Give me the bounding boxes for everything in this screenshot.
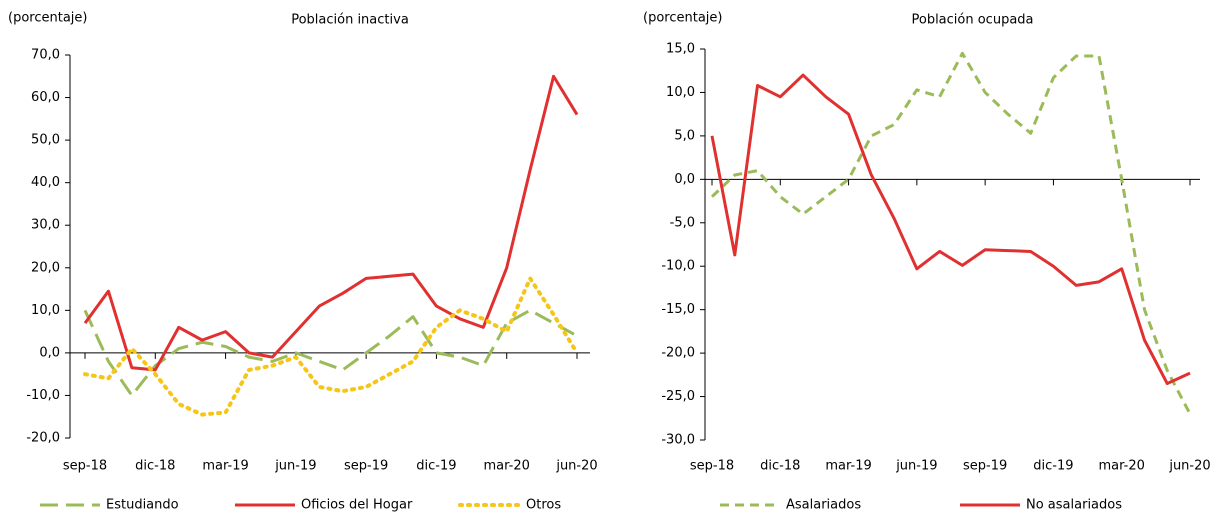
series-line (83, 276, 579, 417)
chart-title: Población inactiva (291, 13, 409, 28)
x-tick-label: dic-18 (135, 459, 175, 474)
y-tick-label: 15,0 (666, 42, 695, 57)
y-tick-label: 0,0 (674, 172, 695, 187)
x-tick-label: mar-20 (1099, 459, 1145, 474)
x-tick-label: jun-20 (1168, 459, 1210, 474)
y-axis-label: (porcentaje) (8, 11, 87, 26)
series-line (83, 308, 578, 397)
x-tick-label: jun-20 (555, 459, 597, 474)
x-tick-label: sep-19 (344, 459, 388, 474)
series-line (710, 51, 1192, 415)
y-tick-label: -20,0 (661, 346, 695, 361)
x-tick-label: mar-19 (825, 459, 871, 474)
y-tick-label: -25,0 (661, 389, 695, 404)
y-tick-label: 10,0 (31, 303, 60, 318)
y-tick-label: -15,0 (661, 302, 695, 317)
y-tick-label: 60,0 (31, 90, 60, 105)
chart-title: Población ocupada (911, 13, 1033, 28)
y-tick-label: 50,0 (31, 133, 60, 148)
legend-label: Oficios del Hogar (301, 498, 413, 513)
y-tick-label: 70,0 (31, 48, 60, 63)
y-tick-label: 5,0 (674, 128, 695, 143)
series-line (83, 74, 579, 372)
x-tick-label: sep-19 (963, 459, 1007, 474)
x-tick-label: dic-18 (760, 459, 800, 474)
y-tick-label: -20,0 (26, 431, 60, 446)
x-tick-label: mar-20 (484, 459, 530, 474)
legend-label: Estudiando (106, 498, 179, 513)
legend-label: Otros (526, 498, 561, 513)
y-tick-label: -30,0 (661, 433, 695, 448)
y-tick-label: 0,0 (39, 345, 60, 360)
x-tick-label: dic-19 (416, 459, 456, 474)
x-tick-label: jun-19 (274, 459, 316, 474)
x-tick-label: mar-19 (202, 459, 248, 474)
x-tick-label: dic-19 (1033, 459, 1073, 474)
y-tick-label: -10,0 (661, 259, 695, 274)
y-tick-label: 20,0 (31, 260, 60, 275)
y-tick-label: 10,0 (666, 85, 695, 100)
series-line (710, 73, 1191, 386)
x-tick-label: jun-19 (895, 459, 937, 474)
y-axis-label: (porcentaje) (643, 11, 722, 26)
y-tick-label: 30,0 (31, 218, 60, 233)
legend-label: No asalariados (1026, 498, 1122, 513)
y-tick-label: -5,0 (670, 215, 695, 230)
y-tick-label: 40,0 (31, 175, 60, 190)
y-tick-label: -10,0 (26, 388, 60, 403)
x-tick-label: sep-18 (690, 459, 734, 474)
x-tick-label: sep-18 (63, 459, 107, 474)
legend-label: Asalariados (786, 498, 861, 513)
